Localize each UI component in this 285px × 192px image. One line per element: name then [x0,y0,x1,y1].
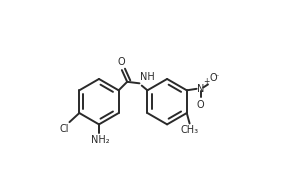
Text: NH: NH [140,72,155,82]
Text: ⁻: ⁻ [214,72,218,81]
Text: CH₃: CH₃ [180,125,199,135]
Text: +: + [203,77,209,86]
Text: N: N [197,84,204,94]
Text: O: O [210,73,217,83]
Text: O: O [197,100,205,110]
Text: O: O [117,57,125,67]
Text: Cl: Cl [59,124,69,134]
Text: NH₂: NH₂ [91,135,109,145]
